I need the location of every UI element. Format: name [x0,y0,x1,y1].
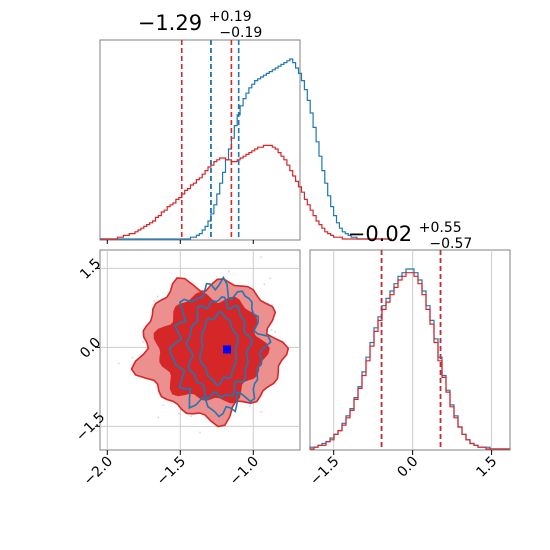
title-param-2: −0.02 +0.55 −0.57 [348,213,473,252]
scatter-point [263,283,266,286]
scatter-point [260,410,263,413]
histogram-step-series-0 [100,58,392,240]
x-tick-label: 0.0 [394,454,421,481]
contour-blue-middle [185,296,253,400]
histogram-parameter-1: −1.29 +0.19 −0.19 [99,2,392,244]
scatter-point [178,412,180,415]
scatter-point [190,415,193,418]
x-tick-label: −2.0 [81,454,116,489]
scatter-point [131,356,134,359]
scatter-point [162,404,164,407]
scatter-point [211,280,214,283]
scatter-point [153,299,156,302]
x-ticks-bottom-right: −1.5 0.0 1.5 [307,450,500,489]
grid-bottom-right [333,250,493,450]
scatter-point [157,416,160,419]
scatter-point [249,405,251,408]
axes-frame-bottom-right [309,249,511,451]
scatter-point [117,362,120,365]
x-tick-label: −1.0 [227,454,262,489]
histogram-series-group [100,58,392,240]
scatter-point [270,328,273,331]
scatter-point [228,270,230,273]
scatter-point [156,295,159,298]
x-tick-label: 1.5 [473,454,500,481]
contour-joint-panel: −2.0 −1.5 −1.0 −1.50.01.5 [73,249,301,489]
scatter-point [142,340,144,343]
axes-frame-top-left [99,39,301,241]
x-ticks-bottom-left: −2.0 −1.5 −1.0 [81,450,262,489]
contour-blue-inner [199,311,239,386]
histogram-parameter-2: −1.5 0.0 1.5 −0.02 +0.55 −0.57 [307,213,511,489]
scatter-point [199,431,201,434]
quantile-lines-group [380,250,442,450]
quantile-lines-group [180,40,240,240]
x-ticks-top-left [106,240,254,244]
contour-group [130,275,290,428]
histogram-step-series-1 [310,272,510,450]
contour-red-inner [176,306,249,388]
x-tick-label: −1.5 [154,454,189,489]
scatter-point [274,331,277,333]
histogram-step-series-1 [100,144,392,240]
histogram-series-group [309,268,510,450]
title-param-1: −1.29 +0.19 −0.19 [138,2,263,41]
best-fit-marker [223,345,232,354]
x-tick-label: −1.5 [307,454,342,489]
contour-blue-outer [168,275,272,418]
scatter-point [268,277,271,280]
scatter-point [260,256,263,259]
